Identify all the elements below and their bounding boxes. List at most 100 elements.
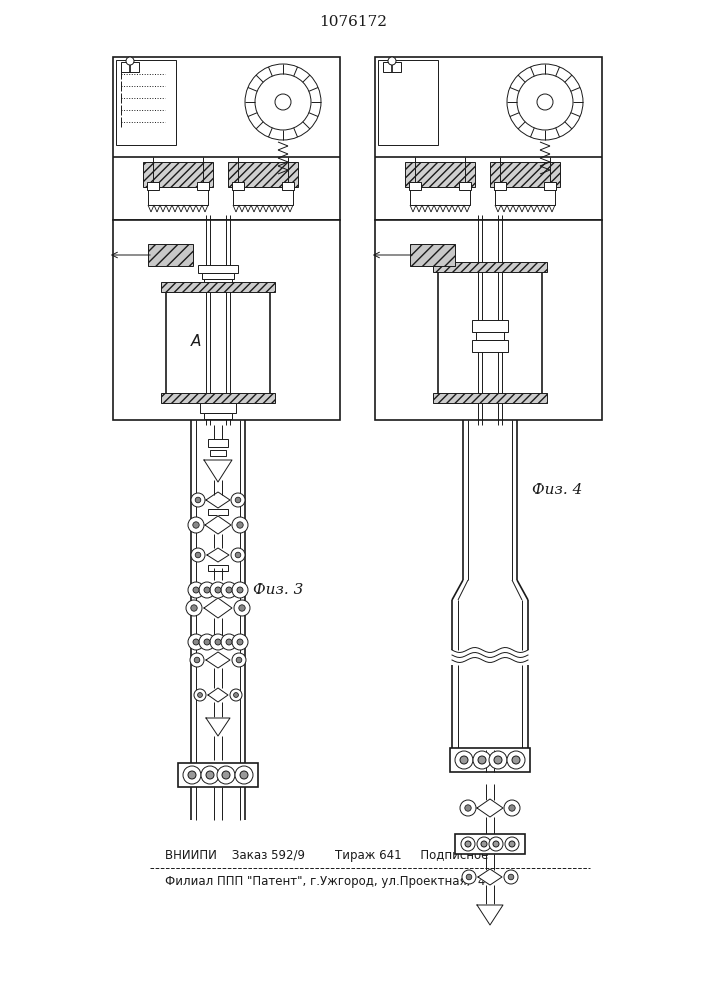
Bar: [232, 182, 244, 190]
Circle shape: [235, 552, 241, 558]
Circle shape: [199, 582, 215, 598]
Circle shape: [504, 870, 518, 884]
Circle shape: [245, 64, 321, 140]
Text: Физ. 3: Физ. 3: [253, 583, 303, 597]
Circle shape: [275, 94, 291, 110]
Circle shape: [194, 657, 200, 663]
Circle shape: [477, 837, 491, 851]
Circle shape: [222, 771, 230, 779]
Bar: [161, 282, 275, 292]
Text: Филиал ППП "Патент", г.Ужгород, ул.Проектная,  4: Филиал ППП "Патент", г.Ужгород, ул.Проек…: [165, 876, 486, 888]
Circle shape: [221, 634, 237, 650]
Circle shape: [191, 605, 197, 611]
Text: A: A: [191, 334, 201, 350]
Circle shape: [190, 653, 204, 667]
Circle shape: [206, 771, 214, 779]
Circle shape: [489, 837, 503, 851]
Circle shape: [232, 582, 248, 598]
Polygon shape: [206, 718, 230, 736]
Circle shape: [466, 874, 472, 880]
Bar: [476, 332, 504, 340]
Bar: [472, 320, 508, 332]
Circle shape: [473, 751, 491, 769]
Circle shape: [461, 837, 475, 851]
Circle shape: [215, 587, 221, 593]
Bar: [410, 187, 470, 205]
Circle shape: [462, 870, 476, 884]
Circle shape: [232, 634, 248, 650]
Circle shape: [188, 771, 196, 779]
Circle shape: [193, 522, 199, 528]
Bar: [438, 270, 542, 395]
Circle shape: [195, 552, 201, 558]
Circle shape: [236, 657, 242, 663]
Circle shape: [186, 600, 202, 616]
Bar: [282, 182, 294, 190]
Circle shape: [210, 634, 226, 650]
Circle shape: [195, 497, 201, 503]
Bar: [544, 182, 556, 190]
Circle shape: [489, 751, 507, 769]
Circle shape: [231, 548, 245, 562]
Bar: [409, 182, 421, 190]
Bar: [116, 60, 176, 145]
Circle shape: [240, 771, 248, 779]
Bar: [161, 393, 275, 403]
Bar: [450, 748, 530, 772]
Bar: [228, 162, 298, 187]
Circle shape: [509, 841, 515, 847]
Bar: [375, 220, 602, 420]
Polygon shape: [207, 548, 229, 562]
Circle shape: [191, 548, 205, 562]
Circle shape: [537, 94, 553, 110]
Bar: [200, 403, 236, 413]
Circle shape: [505, 837, 519, 851]
Circle shape: [235, 766, 253, 784]
Polygon shape: [206, 492, 230, 508]
Circle shape: [204, 587, 210, 593]
Circle shape: [226, 587, 232, 593]
Circle shape: [235, 497, 241, 503]
Bar: [455, 834, 525, 854]
Circle shape: [221, 582, 237, 598]
Circle shape: [193, 639, 199, 645]
Circle shape: [255, 74, 311, 130]
Polygon shape: [477, 799, 503, 817]
Polygon shape: [478, 869, 502, 885]
Bar: [208, 509, 228, 515]
Bar: [204, 413, 232, 419]
Circle shape: [193, 587, 199, 593]
Circle shape: [493, 841, 499, 847]
Circle shape: [226, 639, 232, 645]
Circle shape: [199, 634, 215, 650]
Bar: [378, 60, 438, 145]
Circle shape: [460, 800, 476, 816]
Circle shape: [232, 517, 248, 533]
Bar: [383, 62, 401, 72]
Circle shape: [232, 653, 246, 667]
Circle shape: [237, 587, 243, 593]
Bar: [472, 340, 508, 352]
Polygon shape: [204, 460, 232, 482]
Bar: [202, 273, 234, 279]
Circle shape: [455, 751, 473, 769]
Circle shape: [507, 751, 525, 769]
Circle shape: [201, 766, 219, 784]
Bar: [147, 182, 159, 190]
Circle shape: [504, 800, 520, 816]
Bar: [459, 182, 471, 190]
Circle shape: [507, 64, 583, 140]
Bar: [494, 182, 506, 190]
Polygon shape: [205, 516, 231, 534]
Bar: [433, 262, 547, 272]
Circle shape: [237, 522, 243, 528]
Bar: [405, 162, 475, 187]
Circle shape: [204, 639, 210, 645]
Polygon shape: [206, 652, 230, 668]
Circle shape: [188, 517, 204, 533]
Bar: [495, 187, 555, 205]
Text: 1076172: 1076172: [319, 15, 387, 29]
Circle shape: [188, 634, 204, 650]
Bar: [113, 220, 340, 420]
Polygon shape: [204, 598, 232, 618]
